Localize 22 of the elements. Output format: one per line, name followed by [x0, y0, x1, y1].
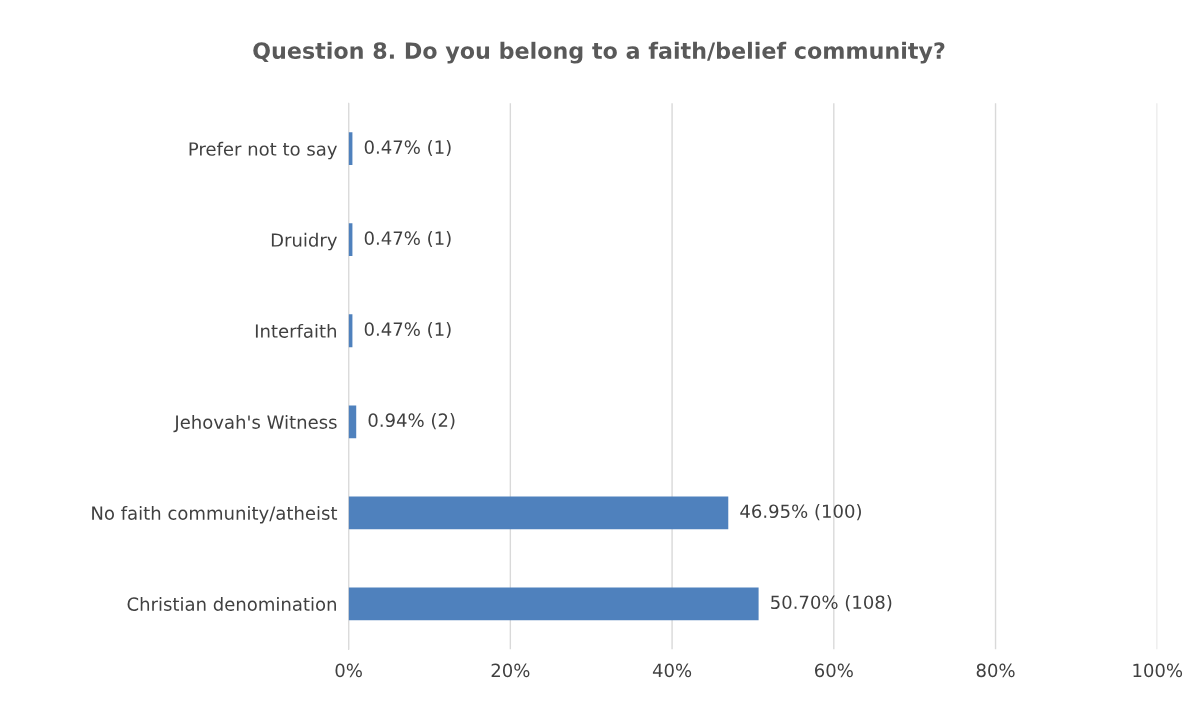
x-tick-label: 0%	[335, 663, 362, 678]
bar	[348, 587, 759, 621]
data-label: 50.70% (108)	[771, 595, 892, 612]
y-tick-label: Interfaith	[255, 323, 336, 338]
data-label: 0.47% (1)	[364, 322, 451, 339]
data-label: 0.94% (2)	[368, 413, 455, 430]
x-tick-label: 80%	[976, 663, 1015, 678]
y-tick-label: No faith community/atheist	[92, 505, 338, 524]
x-tick-label: 60%	[815, 663, 853, 678]
bar	[348, 405, 357, 439]
x-tick-label: 40%	[652, 663, 692, 678]
chart-title: Question 8. Do you belong to a faith/belief community?	[253, 41, 945, 64]
y-tick-label: Jehovah's Witness	[173, 414, 337, 433]
y-tick-label: Druidry	[271, 232, 337, 251]
y-tick-label: Prefer not to say	[189, 141, 337, 160]
x-tick-label: 20%	[491, 663, 530, 678]
x-tick-label: 100%	[1133, 663, 1183, 678]
y-tick-label: Christian denomination	[127, 596, 336, 611]
data-label: 46.95% (100)	[740, 504, 861, 521]
data-label: 0.47% (1)	[364, 231, 451, 248]
data-label: 0.47% (1)	[364, 139, 451, 157]
bar	[348, 496, 729, 530]
